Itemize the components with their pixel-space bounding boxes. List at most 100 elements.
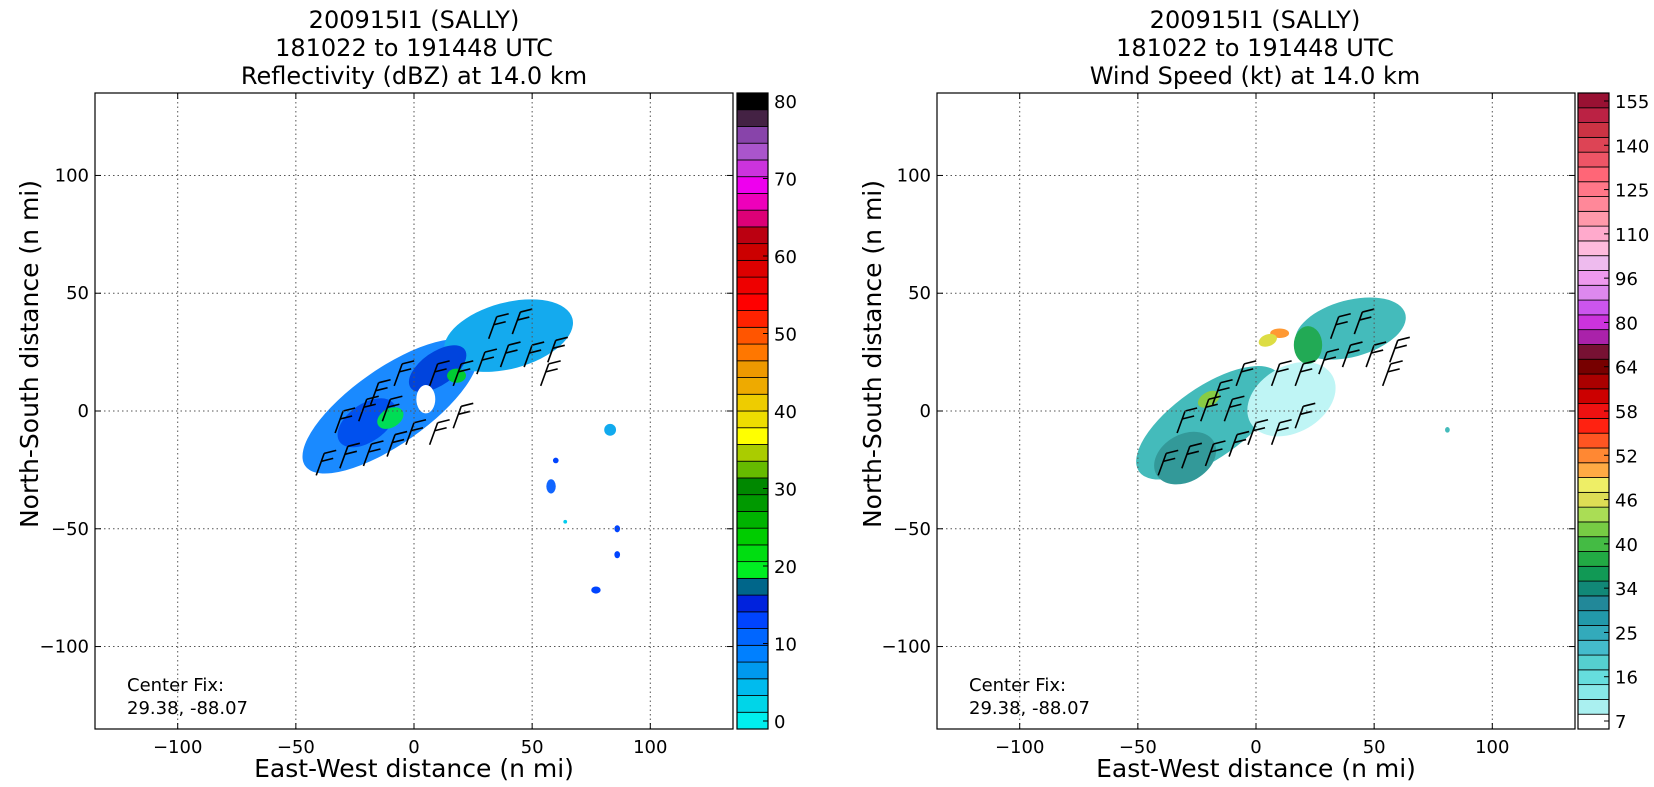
storm-patch <box>1445 427 1450 433</box>
wind-barb <box>1381 360 1403 387</box>
colorbar-segment <box>1577 388 1610 405</box>
colorbar-segment <box>1577 521 1610 538</box>
colorbar-tick-label: 10 <box>774 635 797 656</box>
storm-patch <box>444 299 573 372</box>
colorbar-segment <box>1577 595 1610 612</box>
colorbar-segment <box>1577 506 1610 523</box>
colorbar-tick-label: 155 <box>1615 92 1649 113</box>
wind-barb <box>386 430 408 457</box>
colorbar-segment <box>1577 610 1610 626</box>
colorbar-segment <box>736 176 769 194</box>
y-tick-label: −100 <box>882 637 931 658</box>
colorbar-tick-label: 50 <box>774 325 797 346</box>
colorbar-tick-label: 46 <box>1615 491 1638 512</box>
colorbar-tick-label: 70 <box>774 170 797 191</box>
colorbar-segment <box>1577 713 1610 730</box>
storm-patch <box>604 423 617 436</box>
colorbar-segment <box>736 661 769 680</box>
colorbar-segment <box>736 678 769 696</box>
colorbar-segment <box>1577 284 1610 301</box>
colorbar-segment <box>736 695 769 713</box>
wind-barb <box>1294 360 1316 387</box>
colorbar-tick-label: 80 <box>774 92 797 113</box>
colorbar-segment <box>736 427 769 445</box>
center-fix-annotation: 29.38, -88.07 <box>127 698 248 719</box>
wind-barb <box>547 336 568 363</box>
center-fix-annotation: Center Fix: <box>127 675 224 696</box>
wind-barb <box>1329 313 1351 340</box>
x-tick-label: −50 <box>1119 737 1157 758</box>
y-tick-label: −100 <box>40 637 89 658</box>
colorbar-segment <box>1577 210 1610 227</box>
colorbar-segment <box>736 310 769 328</box>
colorbar-segment <box>1577 462 1610 478</box>
wind-barb <box>1365 341 1387 368</box>
colorbar-segment <box>736 360 769 378</box>
colorbar-tick-label: 64 <box>1615 358 1638 379</box>
colorbar-segment <box>1577 136 1610 153</box>
y-tick-label: −50 <box>51 519 89 540</box>
y-tick-label: 0 <box>920 401 931 422</box>
x-tick-label: 100 <box>633 737 667 758</box>
colorbar-segment <box>736 393 769 412</box>
wind-barb <box>1318 348 1340 375</box>
y-tick-label: 50 <box>66 283 89 304</box>
colorbar-segment <box>736 460 769 479</box>
wind-barb <box>1353 308 1375 335</box>
colorbar-tick-label: 125 <box>1615 181 1649 202</box>
colorbar-segment <box>736 343 769 362</box>
wind-barb <box>1223 395 1245 422</box>
colorbar-tick-label: 58 <box>1615 402 1638 423</box>
colorbar-tick-label: 140 <box>1615 136 1649 157</box>
colorbar-segment <box>736 243 769 261</box>
wind-barb <box>476 348 498 375</box>
wind-barb <box>539 360 561 387</box>
storm-patch <box>377 407 404 429</box>
colorbar-segment <box>736 326 769 345</box>
colorbar-segment <box>736 511 769 529</box>
colorbar-segment <box>1577 344 1610 360</box>
x-tick-label: 0 <box>408 737 419 758</box>
colorbar-segment <box>736 494 769 512</box>
colorbar-segment <box>1577 432 1610 449</box>
storm-patch <box>416 385 436 414</box>
storm-patch <box>614 551 621 559</box>
x-tick-label: 100 <box>1475 737 1509 758</box>
colorbar-tick-label: 110 <box>1615 225 1649 246</box>
y-axis-label: North-South distance (n mi) <box>15 180 44 528</box>
wind-barb <box>1341 341 1363 368</box>
storm-patch <box>1247 362 1336 437</box>
colorbar-segment <box>736 410 769 429</box>
chart-title-line: 200915I1 (SALLY) <box>309 6 520 34</box>
colorbar-segment <box>736 444 769 462</box>
storm-patch <box>591 586 601 594</box>
wind-barb <box>1270 360 1292 387</box>
wind-barb <box>1270 419 1292 446</box>
wind-barb <box>339 442 361 469</box>
chart-title-line: Reflectivity (dBZ) at 14.0 km <box>241 62 587 90</box>
colorbar-segment <box>1577 107 1610 123</box>
x-tick-label: −50 <box>277 737 315 758</box>
x-tick-label: 50 <box>521 737 544 758</box>
wind-barb <box>334 407 356 434</box>
colorbar-segment <box>736 109 769 127</box>
colorbar-segment <box>1577 477 1610 493</box>
colorbar-segment <box>1577 669 1610 686</box>
colorbar-tick-label: 30 <box>774 480 797 501</box>
storm-patch <box>552 457 559 464</box>
colorbar-segment <box>736 276 769 295</box>
chart-title-line: 200915I1 (SALLY) <box>1150 6 1361 34</box>
center-fix-annotation: 29.38, -88.07 <box>969 698 1090 719</box>
colorbar-segment <box>736 126 769 144</box>
storm-patch <box>1293 326 1323 364</box>
colorbar-segment <box>1577 699 1610 715</box>
wind-barb <box>487 313 509 340</box>
colorbar-segment <box>736 477 769 496</box>
colorbar-tick-label: 7 <box>1615 712 1626 733</box>
storm-patch <box>563 519 568 524</box>
colorbar-segment <box>1577 92 1610 109</box>
chart-title-line: 181022 to 191448 UTC <box>1116 34 1394 62</box>
colorbar-tick-label: 20 <box>774 557 797 578</box>
wind-barb <box>1235 360 1257 387</box>
wind-barb <box>452 360 474 387</box>
